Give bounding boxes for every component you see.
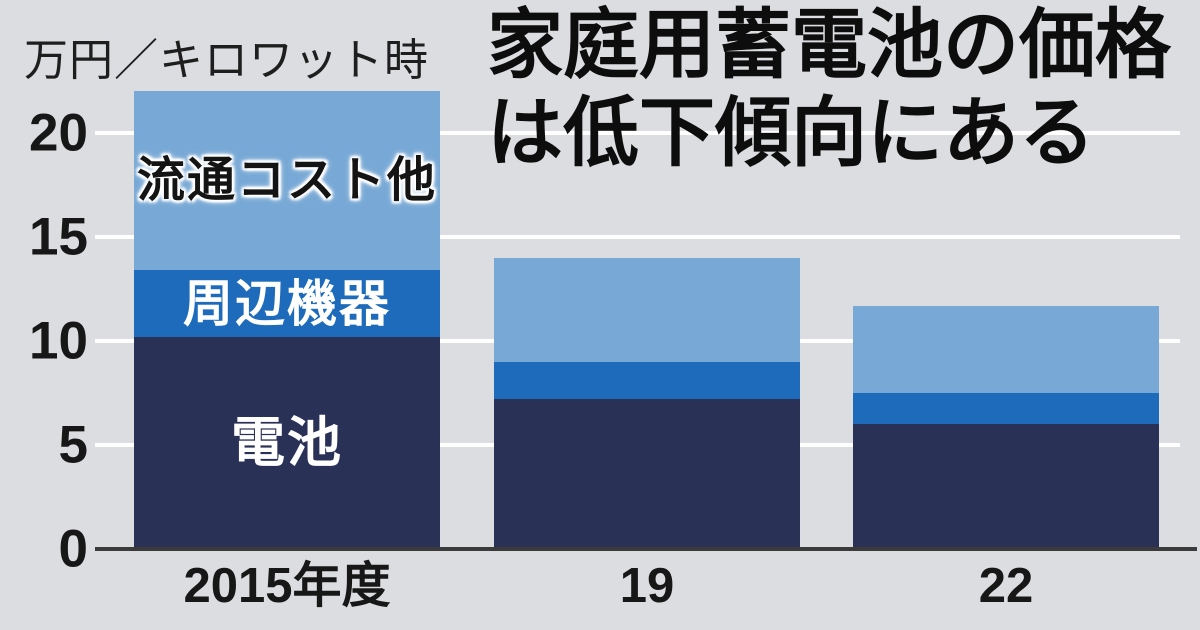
y-tick-label-15: 15 [29,207,88,267]
bar-segment-2015年度-流通コスト他 [134,91,440,270]
gridline-20 [95,131,1180,135]
bar-segment-2015年度-電池 [134,337,440,549]
y-axis-unit-label: 万円／キロワット時 [24,36,429,85]
y-tick-label-5: 5 [58,415,88,475]
chart-title-line-1: 家庭用蓄電池の価格 [487,3,1171,88]
x-tick-label-2015年度: 2015年度 [183,559,391,613]
bar-segment-19-電池 [494,399,800,549]
x-tick-label-19: 19 [619,559,675,613]
bar-segment-22-周辺機器 [853,393,1159,424]
y-tick-label-20: 20 [29,103,88,163]
gridline-15 [95,235,1180,239]
series-label-周辺機器: 周辺機器 [183,276,391,332]
chart-title-line-2: は低下傾向にある [487,91,1095,176]
bar-segment-22-電池 [853,424,1159,549]
x-tick-label-22: 22 [978,559,1034,613]
chart-title: 家庭用蓄電池の価格 は低下傾向にある [487,2,1171,178]
bar-segment-19-周辺機器 [494,362,800,399]
bar-segment-2015年度-周辺機器 [134,270,440,337]
y-tick-label-10: 10 [29,311,88,371]
series-label-電池: 電池 [231,413,343,473]
bar-segment-19-流通コスト他 [494,258,800,362]
x-axis-line [95,547,1197,551]
y-tick-label-0: 0 [58,519,88,579]
series-label-流通コスト他: 流通コスト他 [136,154,438,207]
bar-segment-22-流通コスト他 [853,306,1159,393]
